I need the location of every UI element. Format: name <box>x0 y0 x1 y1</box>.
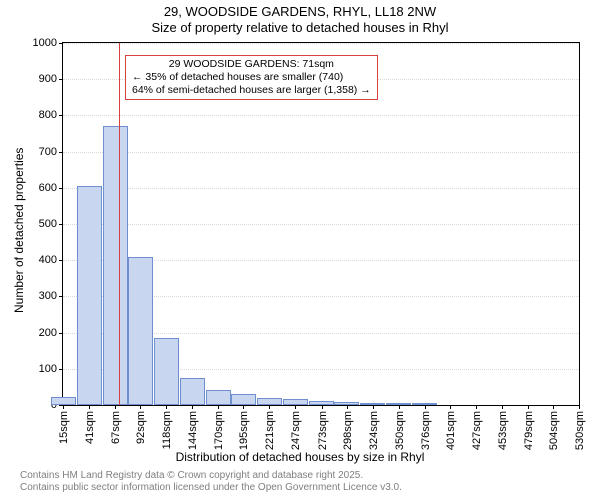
title-line-1: 29, WOODSIDE GARDENS, RHYL, LL18 2NW <box>0 4 600 19</box>
annotation-box: 29 WOODSIDE GARDENS: 71sqm← 35% of detac… <box>125 55 378 100</box>
grid-line <box>63 188 579 189</box>
histogram-bar <box>412 403 437 405</box>
x-tick-label: 144sqm <box>185 405 199 450</box>
footer-line-2: Contains public sector information licen… <box>20 482 402 494</box>
histogram-bar <box>360 403 385 405</box>
x-tick-label: 350sqm <box>392 405 406 450</box>
property-marker-line <box>119 43 120 405</box>
footer-attribution: Contains HM Land Registry data © Crown c… <box>20 470 402 494</box>
x-tick-label: 221sqm <box>262 405 276 450</box>
footer-line-1: Contains HM Land Registry data © Crown c… <box>20 470 402 482</box>
y-tick-label: 200 <box>39 327 63 339</box>
histogram-bar <box>77 186 102 405</box>
title-line-2: Size of property relative to detached ho… <box>0 20 600 35</box>
y-tick-label: 400 <box>39 254 63 266</box>
y-tick-label: 1000 <box>33 37 63 49</box>
histogram-bar <box>309 401 334 405</box>
histogram-bar <box>180 378 205 405</box>
y-tick-label: 700 <box>39 146 63 158</box>
y-tick-label: 600 <box>39 182 63 194</box>
annotation-line: 29 WOODSIDE GARDENS: 71sqm <box>132 58 371 71</box>
histogram-bar <box>51 397 76 405</box>
histogram-bar <box>103 126 128 405</box>
grid-line <box>63 152 579 153</box>
x-tick-label: 530sqm <box>572 405 586 450</box>
y-tick-label: 800 <box>39 109 63 121</box>
x-tick-label: 453sqm <box>495 405 509 450</box>
histogram-bar <box>206 390 231 405</box>
grid-line <box>63 115 579 116</box>
x-tick-label: 298sqm <box>340 405 354 450</box>
x-tick-label: 324sqm <box>366 405 380 450</box>
x-tick-label: 504sqm <box>546 405 560 450</box>
histogram-bar <box>231 394 256 405</box>
x-tick-label: 92sqm <box>133 405 147 444</box>
histogram-bar <box>386 403 411 405</box>
y-tick-label: 300 <box>39 290 63 302</box>
y-tick-label: 100 <box>39 363 63 375</box>
y-tick-label: 900 <box>39 73 63 85</box>
x-tick-label: 376sqm <box>418 405 432 450</box>
histogram-bar <box>128 257 153 405</box>
x-tick-label: 401sqm <box>443 405 457 450</box>
histogram-bar <box>283 399 308 405</box>
title-block: 29, WOODSIDE GARDENS, RHYL, LL18 2NW Siz… <box>0 4 600 35</box>
x-axis-label: Distribution of detached houses by size … <box>0 450 600 464</box>
x-tick-label: 195sqm <box>236 405 250 450</box>
x-tick-label: 247sqm <box>288 405 302 450</box>
y-axis-label: Number of detached properties <box>12 148 26 313</box>
x-tick-label: 170sqm <box>211 405 225 450</box>
x-tick-label: 427sqm <box>469 405 483 450</box>
x-tick-label: 479sqm <box>521 405 535 450</box>
grid-line <box>63 224 579 225</box>
x-tick-label: 15sqm <box>56 405 70 444</box>
annotation-line: 64% of semi-detached houses are larger (… <box>132 84 371 97</box>
y-tick-label: 500 <box>39 218 63 230</box>
x-tick-label: 118sqm <box>159 405 173 449</box>
plot-area: 0100200300400500600700800900100015sqm41s… <box>62 42 580 406</box>
x-tick-label: 67sqm <box>108 405 122 444</box>
x-tick-label: 41sqm <box>82 405 96 444</box>
histogram-bar <box>334 402 359 405</box>
chart-root: 29, WOODSIDE GARDENS, RHYL, LL18 2NW Siz… <box>0 0 600 500</box>
grid-line <box>63 43 579 44</box>
histogram-bar <box>257 398 282 405</box>
annotation-line: ← 35% of detached houses are smaller (74… <box>132 71 371 84</box>
x-tick-label: 273sqm <box>315 405 329 450</box>
histogram-bar <box>154 338 179 405</box>
